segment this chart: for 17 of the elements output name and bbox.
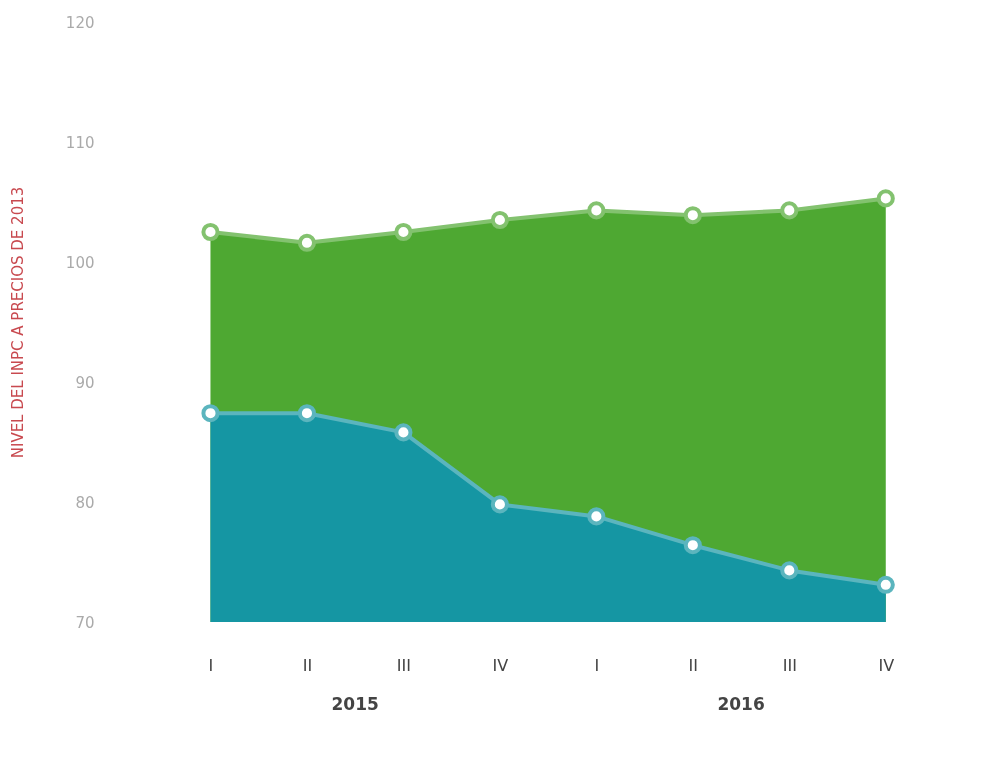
y-tick-label: 100 bbox=[65, 253, 95, 272]
y-axis-title: NIVEL DEL INPC A PRECIOS DE 2013 bbox=[8, 186, 27, 459]
text: 2016 bbox=[717, 694, 765, 714]
y-tick-label: 70 bbox=[75, 613, 95, 632]
text: 2015 bbox=[331, 694, 379, 714]
y-tick-label: 80 bbox=[75, 493, 95, 512]
x-tick-label: III bbox=[782, 655, 797, 675]
y-tick-label: 110 bbox=[65, 133, 95, 152]
x-tick-label: IV bbox=[492, 655, 509, 675]
x-tick-label: II bbox=[688, 655, 699, 675]
y-tick-label: 90 bbox=[75, 373, 95, 392]
x-tick-label: IV bbox=[878, 655, 895, 675]
y-tick-label: 120 bbox=[65, 13, 95, 32]
x-tick-label: I bbox=[594, 655, 600, 675]
x-tick-label: II bbox=[302, 655, 313, 675]
x-tick-label: III bbox=[396, 655, 411, 675]
x-tick-label: I bbox=[208, 655, 214, 675]
